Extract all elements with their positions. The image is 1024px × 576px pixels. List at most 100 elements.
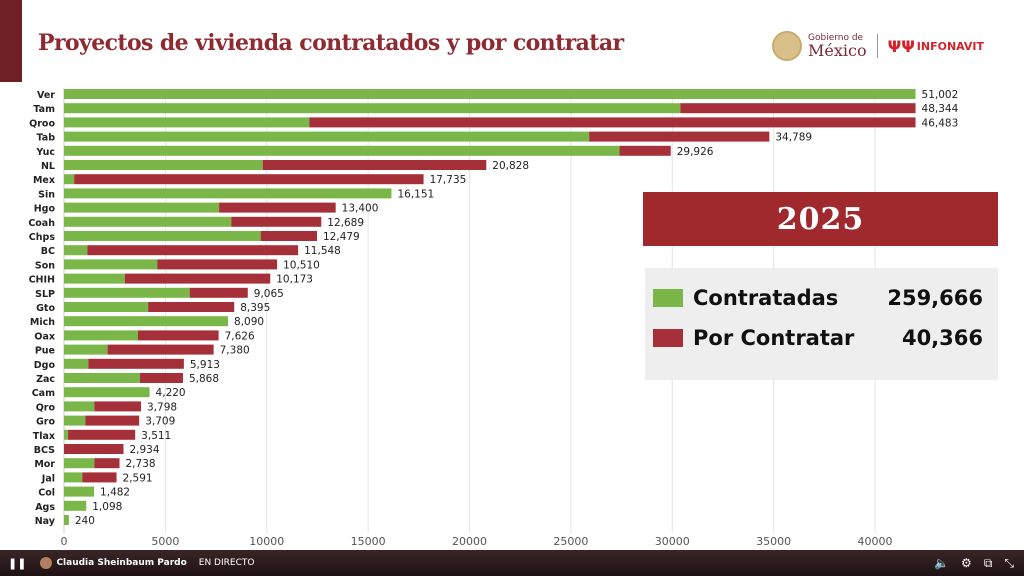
live-status: EN DIRECTO <box>198 558 255 568</box>
bar-por-contratar <box>124 273 271 284</box>
logo-divider <box>876 34 878 58</box>
minimize-icon[interactable]: ⤡ <box>1004 555 1014 570</box>
bar-contratadas <box>64 344 108 355</box>
category-label: Qro <box>36 402 56 413</box>
bar-contratadas <box>64 458 95 469</box>
bar-por-contratar <box>309 117 916 128</box>
total-label: 29,926 <box>677 146 714 158</box>
total-label: 34,789 <box>775 132 812 144</box>
legend-contratadas: Contratadas 259,666 <box>653 286 983 310</box>
category-label: NL <box>41 161 55 172</box>
gobierno-logo: Gobierno de México <box>808 32 867 60</box>
x-tick-label: 15000 <box>351 535 386 548</box>
bar-por-contratar <box>74 174 424 185</box>
video-player-bar: ❚❚ Claudia Sheinbaum Pardo EN DIRECTO 🔈 … <box>0 550 1024 576</box>
category-label: SLP <box>35 289 55 300</box>
bar-por-contratar <box>85 415 140 426</box>
legend-label: Contratadas <box>693 286 839 310</box>
total-label: 1,098 <box>92 501 122 513</box>
legend-value: 259,666 <box>887 286 983 310</box>
bar-contratadas <box>64 202 220 213</box>
gobierno-seal-icon <box>772 31 802 61</box>
bar-por-contratar <box>231 216 322 227</box>
category-label: Zac <box>36 374 55 385</box>
bar-contratadas <box>64 515 69 525</box>
x-tick-label: 20000 <box>452 535 487 548</box>
category-label: Jal <box>41 473 55 484</box>
total-label: 5,868 <box>189 373 219 385</box>
total-label: 13,400 <box>342 203 379 215</box>
bar-contratadas <box>64 330 139 341</box>
x-tick-label: 35000 <box>756 535 791 548</box>
bar-por-contratar <box>157 259 278 270</box>
bar-contratadas <box>64 401 95 412</box>
bar-por-contratar <box>148 302 235 312</box>
category-label: Ags <box>35 502 55 513</box>
infonavit-logo: ΨΨ INFONAVIT <box>888 37 984 56</box>
category-label: Oax <box>34 331 55 342</box>
total-label: 10,173 <box>276 274 313 286</box>
category-label: BCS <box>34 445 55 456</box>
legend-value: 40,366 <box>901 326 983 350</box>
pause-button[interactable]: ❚❚ <box>8 556 27 570</box>
category-label: Gro <box>36 417 55 428</box>
category-label: Hgo <box>34 204 56 215</box>
total-label: 12,479 <box>323 231 360 243</box>
bar-por-contratar <box>88 358 184 369</box>
total-label: 7,626 <box>225 330 255 342</box>
settings-icon[interactable]: ⚙ <box>961 555 972 570</box>
infonavit-text: INFONAVIT <box>916 39 985 53</box>
bar-contratadas <box>64 245 88 256</box>
total-label: 17,735 <box>430 174 467 186</box>
total-label: 1,482 <box>100 487 130 499</box>
bar-por-contratar <box>140 373 183 383</box>
bar-por-contratar <box>619 145 671 156</box>
total-label: 9,065 <box>254 288 284 300</box>
total-label: 4,220 <box>156 387 186 399</box>
category-label: Col <box>38 488 55 499</box>
category-label: Son <box>35 260 55 271</box>
bar-contratadas <box>64 103 681 114</box>
total-label: 10,510 <box>283 259 320 271</box>
bar-por-contratar <box>94 401 142 412</box>
bar-contratadas <box>64 273 125 284</box>
category-label: Coah <box>28 218 55 229</box>
legend-swatch-green <box>653 289 683 307</box>
total-label: 2,934 <box>129 444 159 456</box>
gobierno-line1: Gobierno de <box>808 32 864 43</box>
bar-por-contratar <box>219 202 336 213</box>
category-label: Mor <box>34 459 55 470</box>
bar-contratadas <box>64 174 75 185</box>
total-label: 5,913 <box>190 359 220 371</box>
volume-icon[interactable]: 🔈 <box>934 555 950 570</box>
x-tick-label: 0 <box>61 535 68 548</box>
bar-por-contratar <box>138 330 219 341</box>
bar-contratadas <box>64 387 150 398</box>
total-label: 12,689 <box>327 217 364 229</box>
total-label: 240 <box>75 515 95 527</box>
bar-por-contratar <box>82 472 117 483</box>
infonavit-icon: ΨΨ <box>887 36 915 56</box>
bar-por-contratar <box>94 458 120 469</box>
bar-contratadas <box>64 486 95 497</box>
total-label: 7,380 <box>220 345 250 357</box>
total-label: 3,798 <box>147 401 177 413</box>
bar-contratadas <box>64 89 916 99</box>
category-label: Mich <box>30 317 55 328</box>
gobierno-line2: México <box>808 40 867 60</box>
popout-icon[interactable]: ⧉ <box>983 555 993 570</box>
category-label: BC <box>41 246 55 257</box>
category-label: Chps <box>29 232 56 243</box>
bar-contratadas <box>64 472 83 483</box>
bar-contratadas <box>64 259 158 270</box>
x-tick-label: 10000 <box>249 535 284 548</box>
x-tick-label: 30000 <box>655 535 690 548</box>
bar-contratadas <box>64 415 86 426</box>
total-label: 2,738 <box>126 458 156 470</box>
total-label: 51,002 <box>922 89 959 101</box>
x-tick-label: 5000 <box>151 535 179 548</box>
bar-contratadas <box>64 302 149 312</box>
bar-contratadas <box>64 145 620 156</box>
player-controls: 🔈 ⚙ ⧉ ⤡ <box>934 556 1014 571</box>
category-label: Tlax <box>33 431 55 442</box>
